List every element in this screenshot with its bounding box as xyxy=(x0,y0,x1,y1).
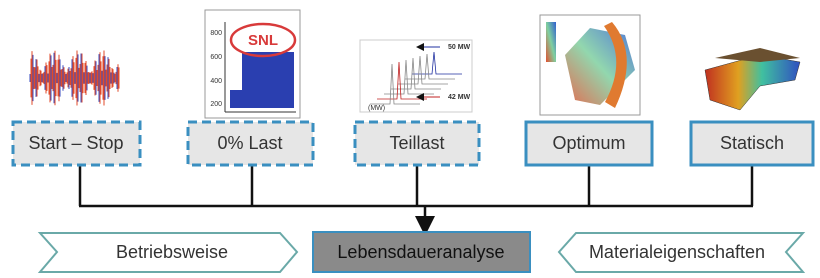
zero-load-image: 800 600 400 200 SNL xyxy=(205,10,300,118)
right-label: Materialeigenschaften xyxy=(589,242,765,262)
box-label: Start – Stop xyxy=(28,133,123,153)
tick: 800 xyxy=(210,30,222,37)
box-label: Statisch xyxy=(720,133,784,153)
tick: 400 xyxy=(210,78,222,85)
tick: 200 xyxy=(210,101,222,108)
box-label: 0% Last xyxy=(217,133,282,153)
connectors xyxy=(79,165,753,226)
label: (MW) xyxy=(368,105,385,112)
bottom-row: Betriebsweise Lebensdaueranalyse Materia… xyxy=(40,232,803,272)
label: 50 MW xyxy=(448,44,471,51)
diagram: 800 600 400 200 SNL 50 MW 42 MW (MW) xyxy=(0,0,820,278)
center-label: Lebensdaueranalyse xyxy=(337,242,504,262)
label: 42 MW xyxy=(448,94,471,101)
tick: 600 xyxy=(210,54,222,61)
optimum-image xyxy=(540,15,640,115)
box-label: Teillast xyxy=(389,133,444,153)
static-image xyxy=(705,48,800,110)
boxes: Start – Stop 0% Last Teillast Optimum St… xyxy=(13,122,813,165)
snl-label: SNL xyxy=(248,32,278,49)
part-load-image: 50 MW 42 MW (MW) xyxy=(360,40,472,112)
box-label: Optimum xyxy=(552,133,625,153)
start-stop-image xyxy=(30,50,119,105)
left-label: Betriebsweise xyxy=(116,242,228,262)
